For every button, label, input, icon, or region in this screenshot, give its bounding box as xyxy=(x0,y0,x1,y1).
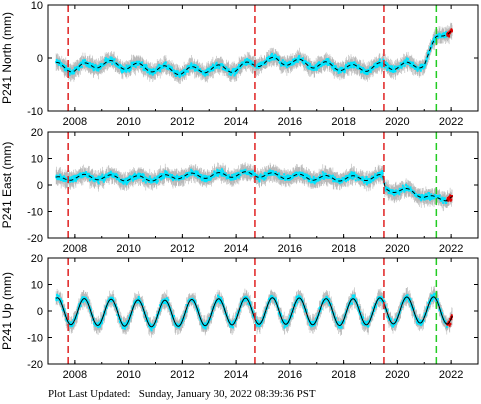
x-tick-label: 2020 xyxy=(385,243,409,255)
x-tick-label: 2016 xyxy=(278,243,302,255)
y-tick-label: 20 xyxy=(31,253,43,265)
plot-updated-footer: Plot Last Updated: Sunday, January 30, 2… xyxy=(48,388,316,400)
footer-timestamp: Sunday, January 30, 2022 08:39:36 PST xyxy=(138,388,316,400)
x-tick-label: 2010 xyxy=(116,369,140,381)
x-tick-label: 2020 xyxy=(385,116,409,128)
y-tick-label: 10 xyxy=(31,280,43,292)
footer-label: Plot Last Updated: xyxy=(48,388,131,400)
x-tick-label: 2016 xyxy=(278,369,302,381)
x-tick-label: 2022 xyxy=(439,369,463,381)
y-tick-label: 10 xyxy=(31,0,43,12)
y-axis-label: P241 Up (mm) xyxy=(0,272,14,350)
x-tick-label: 2022 xyxy=(439,243,463,255)
y-tick-label: 0 xyxy=(37,306,43,318)
x-tick-label: 2018 xyxy=(331,243,355,255)
model-fit-line xyxy=(56,29,453,76)
x-tick-label: 2016 xyxy=(278,116,302,128)
x-tick-label: 2012 xyxy=(170,116,194,128)
y-tick-label: -20 xyxy=(27,359,43,371)
model-fit-line xyxy=(55,296,453,328)
x-tick-label: 2014 xyxy=(224,243,248,255)
x-tick-label: 2010 xyxy=(116,116,140,128)
y-tick-label: -20 xyxy=(27,233,43,245)
x-tick-label: 2018 xyxy=(331,116,355,128)
error-bars xyxy=(55,22,453,84)
x-tick-label: 2014 xyxy=(224,116,248,128)
y-axis-label: P241 East (mm) xyxy=(0,142,14,229)
y-tick-label: -10 xyxy=(27,106,43,118)
y-tick-label: 20 xyxy=(31,127,43,139)
y-tick-label: 0 xyxy=(37,53,43,65)
plot-area xyxy=(55,162,453,212)
chart-panel-3: 2008 2010 2012 2014 2016 2018 2020 2022 -20 -10 0 1… xyxy=(0,253,479,381)
x-tick-label: 2010 xyxy=(116,243,140,255)
y-tick-label: 10 xyxy=(31,154,43,166)
x-tick-label: 2014 xyxy=(224,369,248,381)
error-bars xyxy=(55,162,453,212)
chart-panel-2: 2008 2010 2012 2014 2016 2018 2020 2022 -20 -10 0 1… xyxy=(0,127,479,255)
y-axis-label: P241 North (mm) xyxy=(0,12,14,104)
plot-area xyxy=(55,22,453,84)
x-tick-label: 2020 xyxy=(385,369,409,381)
model-fit-line xyxy=(55,171,453,202)
x-tick-label: 2012 xyxy=(170,369,194,381)
x-tick-label: 2012 xyxy=(170,243,194,255)
x-tick-label: 2022 xyxy=(439,116,463,128)
y-tick-label: -10 xyxy=(27,207,43,219)
chart-panel-1: 2008 2010 2012 2014 2016 2018 2020 2022 -10 0 10 P2… xyxy=(0,0,479,128)
plot-area xyxy=(55,285,453,338)
x-tick-label: 2018 xyxy=(331,369,355,381)
x-tick-label: 2008 xyxy=(63,369,87,381)
y-tick-label: -10 xyxy=(27,333,43,345)
x-tick-label: 2008 xyxy=(63,116,87,128)
x-tick-label: 2008 xyxy=(63,243,87,255)
y-tick-label: 0 xyxy=(37,180,43,192)
